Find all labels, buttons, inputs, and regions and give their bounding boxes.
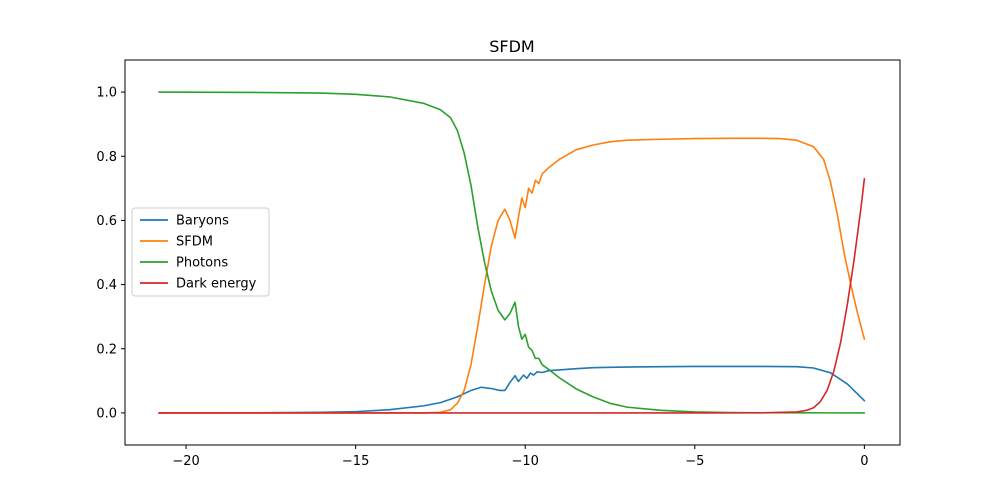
series-line-dark-energy	[158, 177, 866, 414]
x-tick-label: 0	[860, 454, 868, 469]
legend-label-sfdm: SFDM	[176, 235, 213, 250]
chart-title: SFDM	[489, 37, 534, 56]
y-tick-label: 0.8	[96, 150, 117, 165]
x-tick-label: −20	[172, 454, 199, 469]
axis-layer: −20 −15 −10 −5 0 0.0 0.2 0.4 0.6 0.8 1.0	[96, 86, 868, 469]
x-tick-label: −10	[512, 454, 539, 469]
series-line-baryons	[158, 365, 866, 414]
series-layer	[158, 91, 866, 414]
plot-frame	[124, 59, 901, 446]
x-tick-label: −15	[342, 454, 369, 469]
legend: Baryons SFDM Photons Dark energy	[131, 207, 270, 297]
x-tick-label: −5	[685, 454, 704, 469]
y-tick-label: 0.2	[96, 342, 117, 357]
legend-box	[131, 207, 270, 297]
legend-label-dark-energy: Dark energy	[176, 277, 257, 292]
series-line-photons	[158, 91, 866, 414]
y-tick-label: 0.4	[96, 278, 117, 293]
y-tick-label: 0.0	[96, 406, 117, 421]
legend-label-baryons: Baryons	[176, 214, 229, 229]
y-tick-label: 1.0	[96, 86, 117, 101]
y-tick-label: 0.6	[96, 214, 117, 229]
legend-label-photons: Photons	[176, 256, 228, 271]
series-line-sfdm	[158, 137, 866, 414]
